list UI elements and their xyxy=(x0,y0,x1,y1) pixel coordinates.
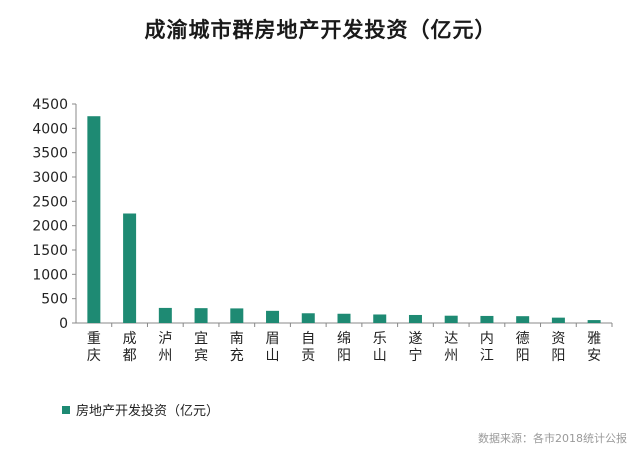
y-tick-label: 3500 xyxy=(32,146,68,162)
bar-雅安 xyxy=(587,320,601,323)
bar-乐山 xyxy=(373,314,387,323)
chart-legend: 房地产开发投资（亿元） xyxy=(62,400,219,419)
chart-title: 成渝城市群房地产开发投资（亿元） xyxy=(144,18,497,42)
y-tick-label: 2000 xyxy=(32,219,68,235)
bar-泸州 xyxy=(158,307,172,323)
x-category-label: 雅安 xyxy=(587,331,601,364)
x-category-label: 成都 xyxy=(123,331,137,364)
x-category-label: 德阳 xyxy=(516,331,530,364)
bar-资阳 xyxy=(551,317,565,323)
source-note: 数据来源：各市2018统计公报 xyxy=(478,432,627,445)
bar-绵阳 xyxy=(337,313,351,323)
y-tick-label: 1500 xyxy=(32,243,68,259)
y-tick-label: 1000 xyxy=(32,267,68,283)
x-category-label: 资阳 xyxy=(551,331,565,364)
x-category-label: 自贡 xyxy=(301,331,315,364)
bar-自贡 xyxy=(301,313,315,323)
x-category-label: 重庆 xyxy=(87,331,101,364)
legend-label: 房地产开发投资（亿元） xyxy=(76,404,220,419)
y-tick-label: 2500 xyxy=(32,194,68,210)
y-tick-label: 3000 xyxy=(32,170,68,186)
bar-重庆 xyxy=(87,116,101,323)
x-category-label: 绵阳 xyxy=(337,330,351,364)
x-category-label: 乐山 xyxy=(373,331,387,364)
y-tick-label: 500 xyxy=(41,292,68,308)
x-category-label: 宜宾 xyxy=(194,331,208,364)
x-category-label: 泸州 xyxy=(158,331,172,364)
bar-德阳 xyxy=(516,316,530,323)
y-tick-label: 0 xyxy=(59,316,68,332)
y-tick-label: 4000 xyxy=(32,121,68,137)
bar-内江 xyxy=(480,315,494,323)
legend-swatch xyxy=(62,405,70,414)
x-category-label: 遂宁 xyxy=(408,331,422,364)
bar-成都 xyxy=(123,213,137,323)
x-category-label: 眉山 xyxy=(266,331,280,364)
bar-眉山 xyxy=(266,310,280,323)
bar-达州 xyxy=(444,315,458,323)
y-tick-label: 4500 xyxy=(32,97,68,113)
bar-南充 xyxy=(230,308,244,323)
x-category-label: 达州 xyxy=(444,331,458,364)
x-category-label: 内江 xyxy=(480,331,494,364)
x-category-label: 南充 xyxy=(230,331,244,364)
bar-宜宾 xyxy=(194,308,208,323)
bar-遂宁 xyxy=(408,314,422,323)
